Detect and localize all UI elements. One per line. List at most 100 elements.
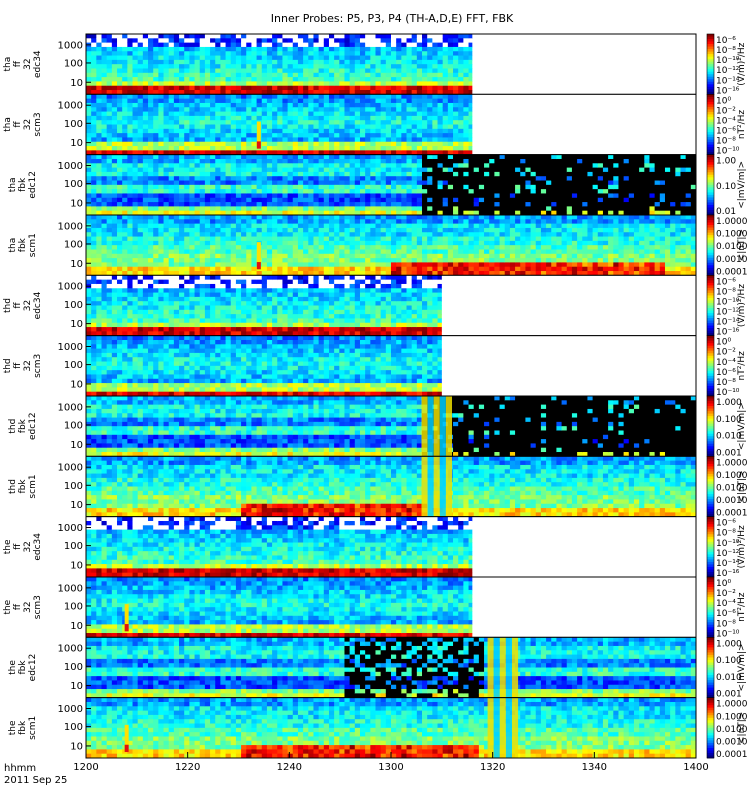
spectrogram-cell <box>137 180 144 186</box>
spectrogram-cell <box>86 137 92 143</box>
spectrogram-cell <box>391 266 397 272</box>
spectrogram-cell <box>287 128 294 134</box>
spectrogram-cell <box>287 111 294 117</box>
spectrogram-cell <box>137 271 144 276</box>
spectrogram-cell <box>566 206 573 212</box>
spectrogram-cell <box>587 210 594 216</box>
spectrogram-cell <box>339 150 346 156</box>
colorbar-step <box>707 49 714 52</box>
spectrogram-cell <box>241 72 247 78</box>
spectrogram-cell <box>91 189 97 194</box>
spectrogram-cell <box>153 163 159 169</box>
spectrogram-cell <box>127 85 134 91</box>
spectrogram-cell <box>153 253 159 259</box>
spectrogram-cell <box>266 189 273 194</box>
spectrogram-cell <box>406 120 413 125</box>
spectrogram-cell <box>96 111 103 117</box>
spectrogram-cell <box>225 146 232 151</box>
spectrogram-cell <box>463 102 470 108</box>
spectrogram-cell <box>396 227 402 233</box>
spectrogram-cell <box>246 202 253 207</box>
spectrogram-cell <box>427 94 433 100</box>
spectrogram-cell <box>163 249 170 255</box>
spectrogram-cell <box>220 202 227 207</box>
spectrogram-cell <box>359 124 366 130</box>
colorbar-step <box>707 59 714 63</box>
spectrogram-cell <box>339 115 346 121</box>
spectrogram-cell <box>447 184 454 190</box>
spectrogram-cell <box>256 219 263 225</box>
spectrogram-cell <box>339 163 346 169</box>
spectrogram-cell <box>122 253 128 259</box>
spectrogram-cell <box>499 154 506 160</box>
spectrogram-cell <box>447 206 454 212</box>
spectrogram-cell <box>473 223 480 229</box>
spectrogram-cell <box>344 163 351 169</box>
spectrogram-cell <box>458 85 464 91</box>
spectrogram-cell <box>416 236 423 242</box>
spectrogram-cell <box>318 154 325 160</box>
spectrogram-cell <box>380 266 387 272</box>
spectrogram-cell <box>380 124 387 130</box>
spectrogram-cell <box>380 193 387 199</box>
spectrogram-cell <box>427 232 433 238</box>
spectrogram-cell <box>385 245 392 250</box>
spectrogram-cell <box>179 240 185 246</box>
spectrogram-cell <box>375 271 382 276</box>
spectrogram-cell <box>406 262 413 268</box>
spectrogram-cell <box>416 258 423 263</box>
spectrogram-cell <box>106 154 113 160</box>
spectrogram-cell <box>437 163 444 169</box>
spectrogram-cell <box>184 232 190 238</box>
spectrogram-cell <box>210 59 216 65</box>
spectrogram-cell <box>122 245 128 250</box>
spectrogram-cell <box>509 206 516 212</box>
spectrogram-cell <box>158 249 165 255</box>
spectrogram-cell <box>437 98 444 104</box>
spectrogram-cell <box>365 154 371 160</box>
spectrogram-cell <box>375 180 382 186</box>
spectrogram-cell <box>106 262 113 268</box>
spectrogram-cell <box>303 262 309 268</box>
spectrogram-cell <box>215 210 222 216</box>
spectrogram-cell <box>204 137 211 143</box>
spectrogram-cell <box>380 245 387 250</box>
spectrogram-cell <box>199 81 206 87</box>
spectrogram-cell <box>127 137 134 143</box>
spectrogram-cell <box>194 176 201 182</box>
spectrogram-cell <box>561 171 568 177</box>
spectrogram-cell <box>370 258 377 263</box>
spectrogram-cell <box>168 137 175 143</box>
spectrogram-cell <box>230 34 237 39</box>
spectrogram-cell <box>328 266 335 272</box>
spectrogram-cell <box>416 141 423 147</box>
spectrogram-cell <box>86 197 92 203</box>
spectrogram-cell <box>484 154 490 160</box>
spectrogram-cell <box>137 124 144 130</box>
spectrogram-cell <box>277 167 284 173</box>
spectrogram-cell <box>230 219 237 225</box>
spectrogram-cell <box>659 210 666 216</box>
spectrogram-cell <box>354 133 361 138</box>
spectrogram-cell <box>215 176 222 182</box>
spectrogram-cell <box>241 180 247 186</box>
spectrogram-cell <box>499 163 506 169</box>
spectrogram-cell <box>225 271 232 276</box>
spectrogram-cell <box>349 266 356 272</box>
spectrogram-cell <box>349 176 356 182</box>
spectrogram-cell <box>117 271 123 276</box>
spectrogram-cell <box>220 167 227 173</box>
spectrogram-cell <box>354 258 361 263</box>
spectrogram-cell <box>411 150 418 156</box>
spectrogram-cell <box>158 189 165 194</box>
spectrogram-cell <box>577 167 583 173</box>
spectrogram-cell <box>204 102 211 108</box>
spectrogram-cell <box>91 163 97 169</box>
spectrogram-cell <box>530 171 537 177</box>
spectrogram-cell <box>256 107 263 113</box>
spectrogram-cell <box>137 94 144 100</box>
spectrogram-cell <box>287 206 294 212</box>
spectrogram-cell <box>370 154 377 160</box>
spectrogram-cell <box>349 253 356 259</box>
spectrogram-cell <box>406 94 413 100</box>
